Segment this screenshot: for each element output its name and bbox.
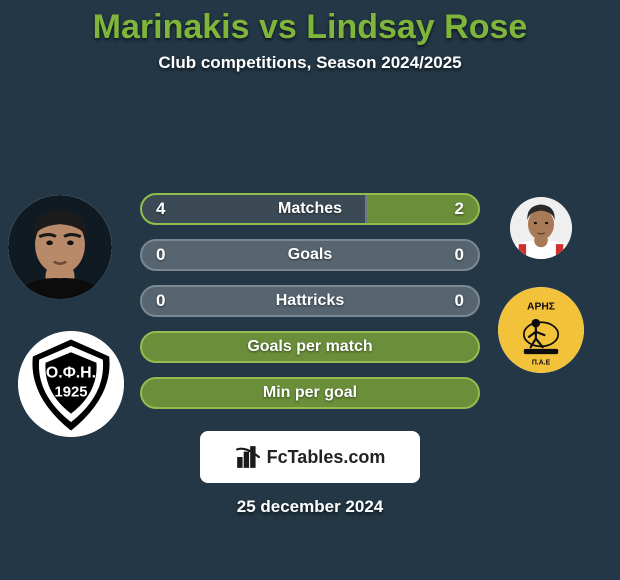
- stat-value-right: 0: [455, 245, 464, 265]
- page-subtitle: Club competitions, Season 2024/2025: [0, 53, 620, 73]
- stat-value-right: 2: [455, 199, 464, 219]
- stat-value-left: 0: [156, 291, 165, 311]
- player-left-avatar-svg: [8, 195, 112, 299]
- stat-row: Goals 0 0: [140, 239, 480, 271]
- date-label: 25 december 2024: [0, 497, 620, 517]
- stat-row: Matches 4 2: [140, 193, 480, 225]
- svg-text:ΑΡΗΣ: ΑΡΗΣ: [527, 301, 555, 312]
- stats-panel: Matches 4 2 Goals 0 0 Hattricks 0 0 Goals per mat…: [140, 193, 480, 423]
- fctables-badge: FcTables.com: [200, 431, 420, 483]
- stat-value-left: 4: [156, 199, 165, 219]
- page-title: Marinakis vs Lindsay Rose: [0, 0, 620, 47]
- player-right-avatar: [510, 197, 572, 259]
- stat-value-left: 0: [156, 245, 165, 265]
- player-left-club-badge: Ο.Φ.Η. 1925: [18, 331, 124, 437]
- aris-badge-svg: ΑΡΗΣ Π.Α.Ε: [498, 287, 584, 373]
- stat-value-right: 0: [455, 291, 464, 311]
- stat-row: Hattricks 0 0: [140, 285, 480, 317]
- player-right-club-badge: ΑΡΗΣ Π.Α.Ε: [498, 287, 584, 373]
- stat-label: Matches: [278, 200, 342, 218]
- stat-label: Goals per match: [247, 338, 372, 356]
- stat-label: Min per goal: [263, 384, 357, 402]
- ofi-badge-svg: Ο.Φ.Η. 1925: [18, 331, 124, 437]
- svg-text:Ο.Φ.Η.: Ο.Φ.Η.: [46, 365, 96, 382]
- stat-row: Goals per match: [140, 331, 480, 363]
- stat-label: Goals: [288, 246, 332, 264]
- svg-text:1925: 1925: [54, 385, 87, 401]
- svg-text:Π.Α.Ε: Π.Α.Ε: [532, 359, 551, 366]
- fctables-label: FcTables.com: [267, 447, 386, 468]
- bar-chart-icon: [235, 444, 261, 470]
- player-right-avatar-svg: [510, 197, 572, 259]
- player-left-avatar: [8, 195, 112, 299]
- stat-label: Hattricks: [276, 292, 344, 310]
- stat-row: Min per goal: [140, 377, 480, 409]
